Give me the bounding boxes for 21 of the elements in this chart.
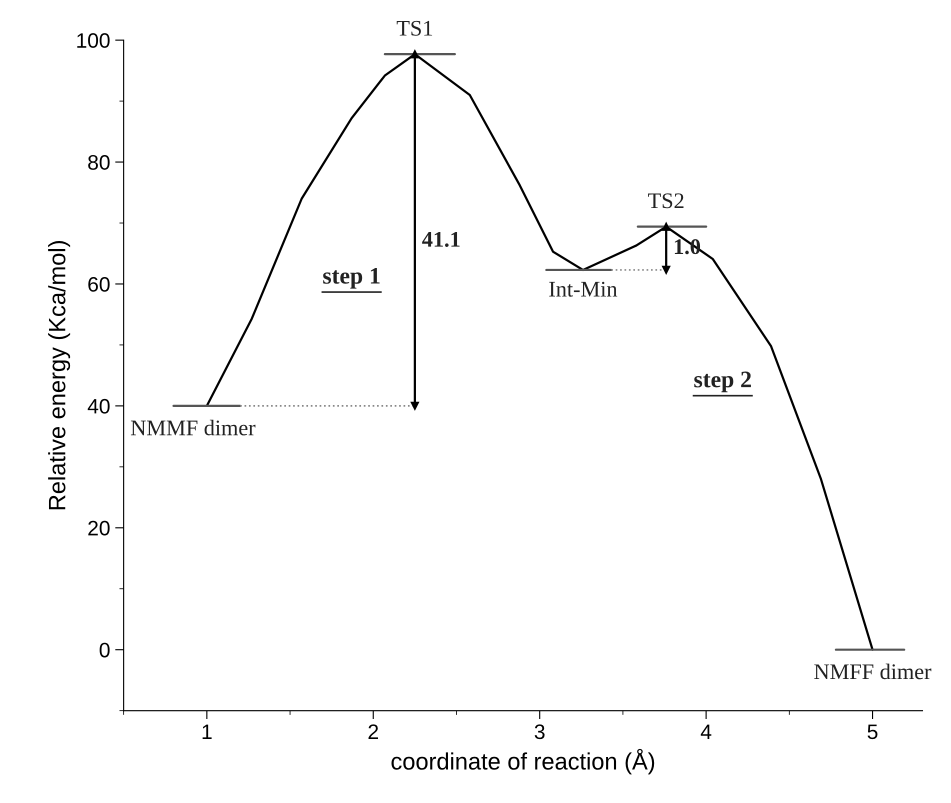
x-tick-label: 5 bbox=[868, 724, 878, 740]
y-tick-label: 60 bbox=[88, 276, 110, 292]
y-tick-label: 20 bbox=[88, 520, 110, 536]
y-axis-title: Relative energy (Kca/mol) bbox=[48, 241, 70, 510]
annotation: NMMF dimer bbox=[130, 420, 256, 436]
annotation: TS1 bbox=[396, 20, 432, 36]
x-tick-label: 3 bbox=[534, 724, 545, 740]
x-tick-label: 2 bbox=[368, 724, 378, 739]
y-tick-label: 100 bbox=[77, 33, 110, 48]
annotation: NMFF dimer bbox=[814, 664, 932, 680]
y-tick-label: 80 bbox=[88, 155, 110, 170]
y-tick-label: 0 bbox=[100, 642, 110, 658]
y-tick-label: 40 bbox=[88, 398, 110, 414]
x-tick-label: 4 bbox=[700, 724, 712, 739]
annotation: step 1 bbox=[323, 268, 380, 289]
x-tick-label: 1 bbox=[202, 724, 212, 739]
annotation: TS2 bbox=[648, 193, 684, 208]
annotation: step 2 bbox=[694, 372, 751, 392]
x-axis-title: coordinate of reaction (Å) bbox=[392, 748, 654, 774]
annotation: Int-Min bbox=[549, 282, 618, 297]
annotation: 41.1 bbox=[422, 232, 460, 247]
